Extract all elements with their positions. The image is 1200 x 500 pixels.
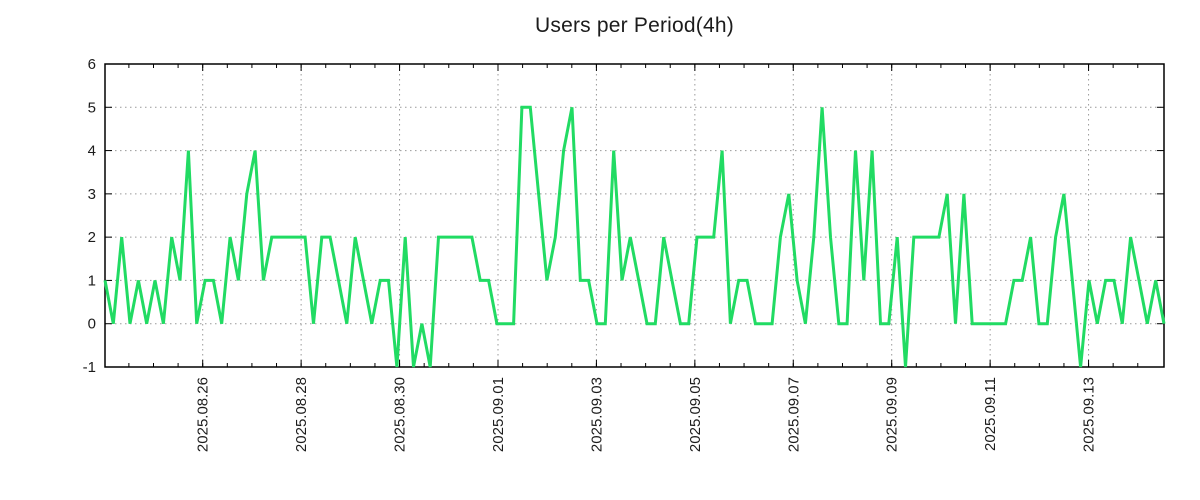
y-tick-label: 5 xyxy=(88,99,96,116)
x-tick-label: 2025.09.11 xyxy=(982,377,999,451)
y-tick-label: 1 xyxy=(88,272,96,289)
y-tick-label: 0 xyxy=(88,316,96,333)
chart-title: Users per Period(4h) xyxy=(535,14,734,37)
x-tick-label: 2025.08.30 xyxy=(392,377,409,452)
y-tick-label: 6 xyxy=(88,56,96,73)
plot-border xyxy=(104,63,1165,368)
x-tick-label: 2025.09.03 xyxy=(588,377,605,452)
x-tick-label: 2025.08.28 xyxy=(293,377,310,452)
y-tick-label: 3 xyxy=(88,186,96,203)
x-tick-label: 2025.09.13 xyxy=(1081,377,1098,452)
x-tick-label: 2025.09.09 xyxy=(884,377,901,452)
y-tick-label: 2 xyxy=(88,229,96,246)
y-tick-label: -1 xyxy=(83,359,96,376)
x-tick-label: 2025.09.07 xyxy=(785,377,802,452)
series-line xyxy=(103,105,1166,368)
x-tick-label: 2025.09.05 xyxy=(687,377,704,452)
x-tick-label: 2025.09.01 xyxy=(490,377,507,452)
x-tick-label: 2025.08.26 xyxy=(195,377,212,452)
y-tick-label: 4 xyxy=(88,143,96,160)
